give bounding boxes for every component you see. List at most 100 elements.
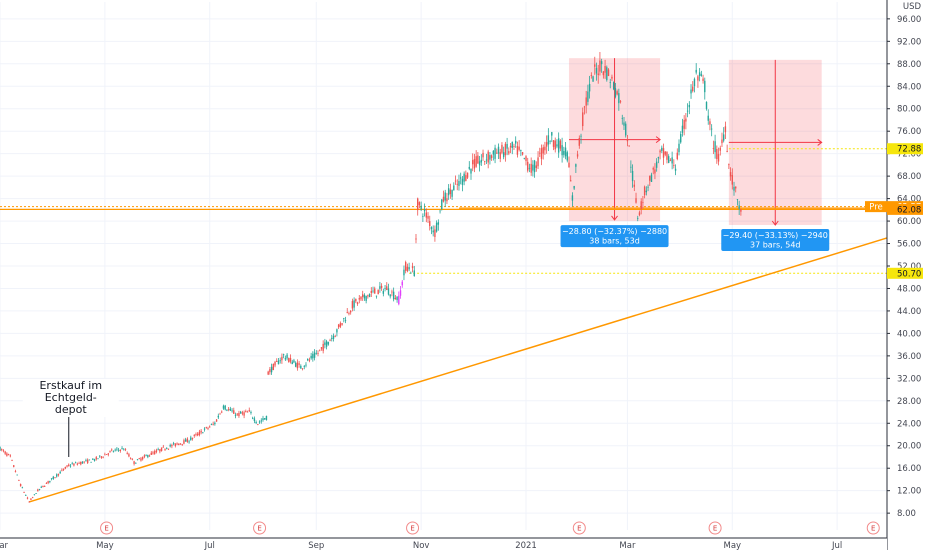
- candle-body: [138, 458, 140, 460]
- measure-boxes[interactable]: [568, 58, 823, 226]
- candle-body: [415, 238, 417, 240]
- candle-body: [274, 361, 276, 366]
- candle-body: [480, 159, 483, 163]
- candle-body: [372, 290, 374, 292]
- candle-body: [612, 82, 615, 90]
- candle-body: [444, 192, 446, 201]
- candle-body: [13, 465, 15, 467]
- candle-body: [207, 427, 209, 429]
- candle-body: [662, 148, 665, 158]
- candle-body: [688, 104, 691, 108]
- candle-body: [387, 288, 390, 295]
- measure-arrow-down: [611, 215, 618, 221]
- candle-body: [637, 217, 639, 219]
- candle-body: [312, 353, 314, 359]
- candle-body: [253, 418, 256, 422]
- candle-body: [284, 358, 287, 360]
- candle-body: [556, 144, 558, 147]
- candle-body: [117, 449, 120, 451]
- candle-body: [374, 288, 376, 294]
- candle-body: [289, 357, 292, 362]
- candle-body: [432, 230, 434, 233]
- candle-body: [628, 145, 630, 147]
- candle-body: [408, 267, 410, 270]
- earnings-marker[interactable]: [866, 521, 880, 535]
- candle-body: [600, 61, 603, 65]
- candle-body: [260, 420, 262, 422]
- candle-body: [172, 443, 175, 445]
- candle-body: [394, 297, 397, 300]
- earnings-marker[interactable]: [708, 521, 722, 535]
- candle-body: [229, 408, 232, 411]
- candle-body: [664, 151, 666, 155]
- candle-body: [294, 362, 297, 367]
- candle-body: [473, 159, 476, 169]
- candle-body: [501, 144, 503, 153]
- candle-body: [386, 286, 388, 291]
- candle-body: [430, 227, 433, 230]
- candle-body: [410, 272, 412, 274]
- candle-body: [535, 165, 538, 168]
- candle-body: [179, 443, 182, 445]
- candle-body: [398, 295, 400, 305]
- candle-body: [362, 294, 364, 298]
- candle-body: [539, 152, 541, 154]
- time-tick-label: May: [96, 541, 114, 550]
- trendline-group[interactable]: [29, 237, 888, 503]
- candle-body: [604, 66, 606, 73]
- currency-label: USD: [903, 2, 922, 12]
- candle-body: [111, 449, 113, 451]
- candles: [0, 51, 742, 503]
- candle-body: [422, 215, 424, 217]
- candle-body: [293, 360, 295, 363]
- candle-body: [193, 435, 195, 436]
- candle-body: [458, 180, 460, 186]
- annotation-line: depot: [55, 403, 87, 416]
- candle-body: [635, 198, 637, 203]
- price-tick-label: 96.00: [897, 15, 921, 25]
- time-tick-label: Jul: [204, 541, 215, 550]
- candle-body: [202, 432, 204, 434]
- measure-callout-line1: −29.40 (−33.13%) −2940: [723, 231, 828, 240]
- candle-body: [319, 349, 321, 351]
- candle-body: [145, 455, 147, 457]
- candle-body: [504, 143, 507, 156]
- measure-callout-line2: 37 bars, 54d: [750, 240, 801, 249]
- candle-body: [50, 478, 53, 480]
- candle-body: [563, 151, 565, 155]
- candle-body: [264, 418, 266, 420]
- candle-body: [306, 358, 309, 361]
- candle-body: [490, 155, 493, 159]
- annotation-bg: [22, 378, 119, 417]
- candle-body: [339, 323, 342, 327]
- candle-body: [68, 464, 70, 466]
- candle-body: [152, 452, 154, 454]
- earnings-marker[interactable]: [253, 521, 267, 535]
- candle-body: [487, 151, 489, 163]
- candle-body: [497, 146, 500, 154]
- earnings-marker[interactable]: [100, 521, 114, 535]
- candle-body: [131, 458, 134, 460]
- measure-callout-line2: 38 bars, 53d: [589, 237, 640, 246]
- time-axis[interactable]: Mar May Jul Sep Nov 2021 Mar May Jul: [0, 537, 887, 550]
- candle-body: [496, 152, 498, 154]
- earnings-marker[interactable]: [406, 521, 420, 535]
- candle-body: [463, 173, 465, 182]
- candle-body: [332, 335, 335, 339]
- candle-body: [697, 76, 699, 81]
- candle-body: [2, 450, 5, 452]
- candle-body: [557, 138, 560, 153]
- candle-body: [74, 462, 77, 464]
- price-axis[interactable]: USD 8.00 12.00 16.00 20.00 24.00 28.00 32.00 36.…: [865, 0, 932, 550]
- candle-body: [693, 78, 696, 87]
- candle-body: [429, 221, 431, 227]
- trendline[interactable]: [29, 237, 888, 503]
- candle-body: [313, 352, 316, 358]
- candle-body: [303, 366, 305, 368]
- candle-body: [707, 115, 709, 121]
- candle-body: [449, 189, 452, 194]
- earnings-marker[interactable]: [572, 521, 586, 535]
